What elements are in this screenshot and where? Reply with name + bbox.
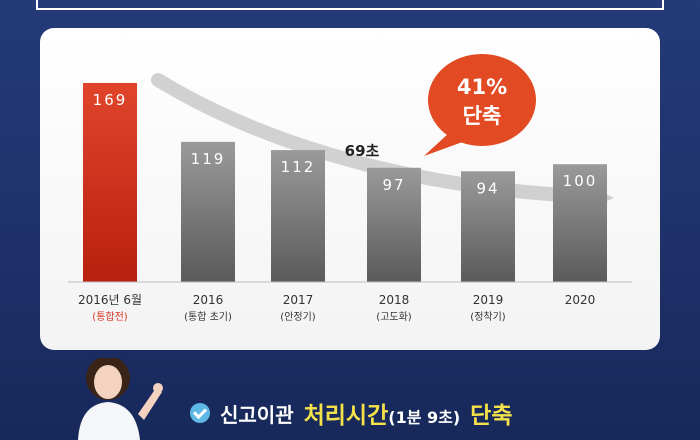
bar-0 [83,82,137,282]
caption-line: 신고이관 처리시간(1분 9초) 단축 [190,396,512,430]
bar-5 [553,164,607,282]
bubble-percent: 41% [457,75,507,99]
check-circle-icon [190,403,210,423]
bar-value-label-3: 97 [382,176,405,194]
bar-4 [461,171,515,282]
x-tick-sublabel-1: (통합 초기) [184,311,232,323]
bar-value-label-5: 100 [563,172,598,190]
x-tick-label-2: 2017 [283,293,314,307]
x-tick-label-1: 2016 [193,293,224,307]
x-tick-label-0: 2016년 6월 [78,293,142,307]
bar-value-label-1: 119 [191,150,226,168]
x-tick-sublabel-0: (통합전) [92,311,128,323]
caption-part3: (1분 9초) [388,408,461,427]
trend-arrow [151,73,587,203]
caption-part2: 처리시간 [303,403,389,429]
x-tick-label-3: 2018 [379,293,410,307]
reduction-bubble [428,54,536,146]
bar-1 [181,141,235,282]
x-tick-label-4: 2019 [473,293,504,307]
presenter-illustration [78,358,163,440]
chart-panel: 169 119 112 97 94 100 2016년 6월 (통합전) 2016 (통합 초기… [40,28,660,350]
bar-value-label-2: 112 [281,158,316,176]
x-tick-label-5: 2020 [565,293,596,307]
bar-value-label-0: 169 [93,91,128,109]
caption-part1: 신고이관 [220,402,294,427]
bubble-reduction: 단축 [463,104,502,128]
x-tick-sublabel-4: (정착기) [470,311,506,323]
reduction-bubble-tail [424,132,468,156]
caption-part4: 단축 [470,403,513,429]
bar-value-label-4: 94 [476,179,499,197]
bar-2 [271,150,325,282]
x-tick-sublabel-3: (고도화) [376,311,412,323]
arrow-label: 69초 [345,142,380,160]
bar-3 [367,167,421,282]
bar-chart: 169 119 112 97 94 100 2016년 6월 (통합전) 2016 (통합 초기… [68,54,632,323]
top-frame-border [36,0,664,10]
x-tick-sublabel-2: (안정기) [280,311,316,323]
